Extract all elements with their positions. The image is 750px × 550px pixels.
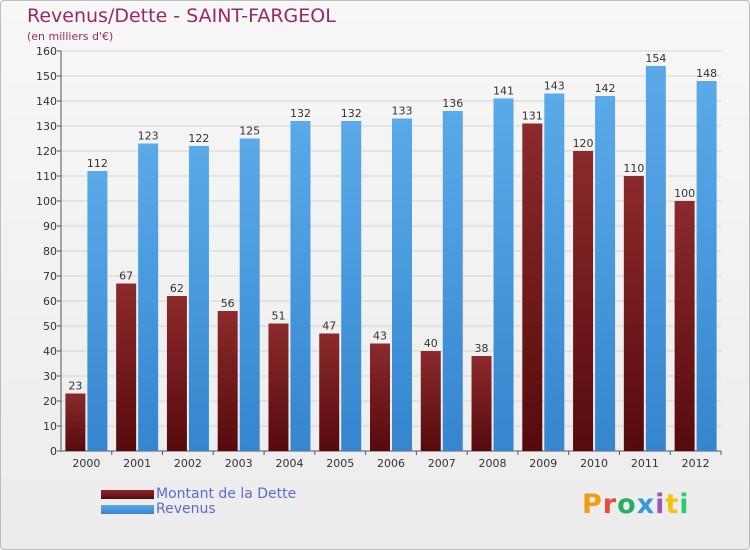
y-tick-label: 100 (36, 195, 57, 208)
legend-label-dette: Montant de la Dette (156, 486, 297, 502)
bar-dette (420, 351, 441, 451)
y-tick-label: 150 (36, 70, 57, 83)
labels-layer: 23 112 67 123 62 122 56 125 51 132 47 132 43 133 40 136… (68, 52, 717, 393)
bar-dette (471, 356, 492, 451)
bar-revenus (696, 81, 717, 451)
y-tick-label: 140 (36, 95, 57, 108)
data-label-dette: 51 (271, 310, 285, 323)
axis-layer: 0 10 20 30 40 50 60 70 80 90 100 110 120 130 140 150 160… (36, 45, 722, 470)
data-label-revenus: 123 (138, 130, 159, 143)
data-label-revenus: 132 (341, 107, 362, 120)
bar-dette (319, 333, 340, 451)
data-label-dette: 110 (623, 162, 644, 175)
bar-dette (217, 311, 238, 451)
bar-revenus (87, 171, 108, 451)
y-tick-label: 60 (43, 295, 57, 308)
y-tick-label: 50 (43, 320, 57, 333)
data-label-revenus: 122 (188, 132, 209, 145)
data-label-dette: 38 (475, 342, 489, 355)
bar-revenus (239, 138, 260, 451)
bar-revenus (645, 66, 666, 451)
data-label-revenus: 154 (645, 52, 666, 65)
y-tick-label: 20 (43, 395, 57, 408)
x-tick-label: 2007 (428, 457, 456, 470)
data-label-revenus: 133 (392, 105, 413, 118)
y-tick-label: 80 (43, 245, 57, 258)
x-tick-label: 2006 (377, 457, 405, 470)
y-tick-label: 10 (43, 420, 57, 433)
bar-dette (65, 393, 86, 451)
bar-dette (116, 283, 137, 451)
x-tick-label: 2008 (479, 457, 507, 470)
y-tick-label: 40 (43, 345, 57, 358)
bar-dette (166, 296, 187, 451)
legend-swatch-revenus (101, 505, 154, 514)
data-label-dette: 43 (373, 330, 387, 343)
chart-title: Revenus/Dette - SAINT-FARGEOL (27, 5, 336, 27)
chart-subtitle: (en milliers d'€) (27, 30, 114, 43)
x-tick-label: 2002 (174, 457, 202, 470)
data-label-dette: 40 (424, 337, 438, 350)
bar-revenus (493, 98, 514, 451)
x-tick-label: 2003 (225, 457, 253, 470)
x-tick-label: 2011 (631, 457, 659, 470)
x-tick-label: 2004 (275, 457, 303, 470)
x-tick-label: 2000 (72, 457, 100, 470)
data-label-revenus: 148 (696, 67, 717, 80)
bar-revenus (138, 143, 159, 451)
bar-revenus (442, 111, 463, 451)
y-tick-label: 160 (36, 45, 57, 58)
bar-revenus (290, 121, 311, 451)
data-label-dette: 100 (674, 187, 695, 200)
data-label-revenus: 143 (544, 80, 565, 93)
y-tick-label: 130 (36, 120, 57, 133)
y-tick-label: 70 (43, 270, 57, 283)
y-tick-label: 120 (36, 145, 57, 158)
bar-dette (370, 343, 390, 451)
data-label-revenus: 112 (87, 157, 108, 170)
bar-revenus (392, 118, 412, 451)
y-tick-label: 90 (43, 220, 57, 233)
bar-dette (522, 123, 543, 451)
bar-dette (674, 201, 695, 451)
bar-revenus (341, 121, 362, 451)
bar-dette (573, 151, 594, 451)
bars-layer (65, 66, 717, 451)
x-tick-label: 2009 (529, 457, 557, 470)
x-tick-label: 2001 (123, 457, 151, 470)
data-label-dette: 23 (68, 380, 82, 393)
bar-dette (268, 323, 289, 451)
bar-revenus (595, 96, 616, 451)
data-label-dette: 67 (119, 270, 133, 283)
data-label-revenus: 141 (493, 85, 514, 98)
x-tick-label: 2010 (580, 457, 608, 470)
data-label-dette: 62 (170, 282, 184, 295)
data-label-revenus: 125 (239, 125, 260, 138)
y-tick-label: 0 (50, 445, 57, 458)
data-label-dette: 131 (522, 110, 543, 123)
bar-dette (623, 176, 644, 451)
data-label-revenus: 136 (442, 97, 463, 110)
y-tick-label: 30 (43, 370, 57, 383)
bar-revenus (188, 146, 209, 451)
data-label-revenus: 132 (290, 107, 311, 120)
data-label-revenus: 142 (595, 82, 616, 95)
proxiti-logo: Proxiti (582, 489, 690, 520)
legend-label-revenus: Revenus (156, 501, 216, 517)
x-tick-label: 2012 (682, 457, 710, 470)
data-label-dette: 120 (573, 137, 594, 150)
data-label-dette: 56 (221, 297, 235, 310)
bar-revenus (544, 93, 565, 451)
data-label-dette: 47 (322, 320, 336, 333)
x-tick-label: 2005 (326, 457, 354, 470)
y-tick-label: 110 (36, 170, 57, 183)
legend-swatch-dette (101, 490, 154, 499)
